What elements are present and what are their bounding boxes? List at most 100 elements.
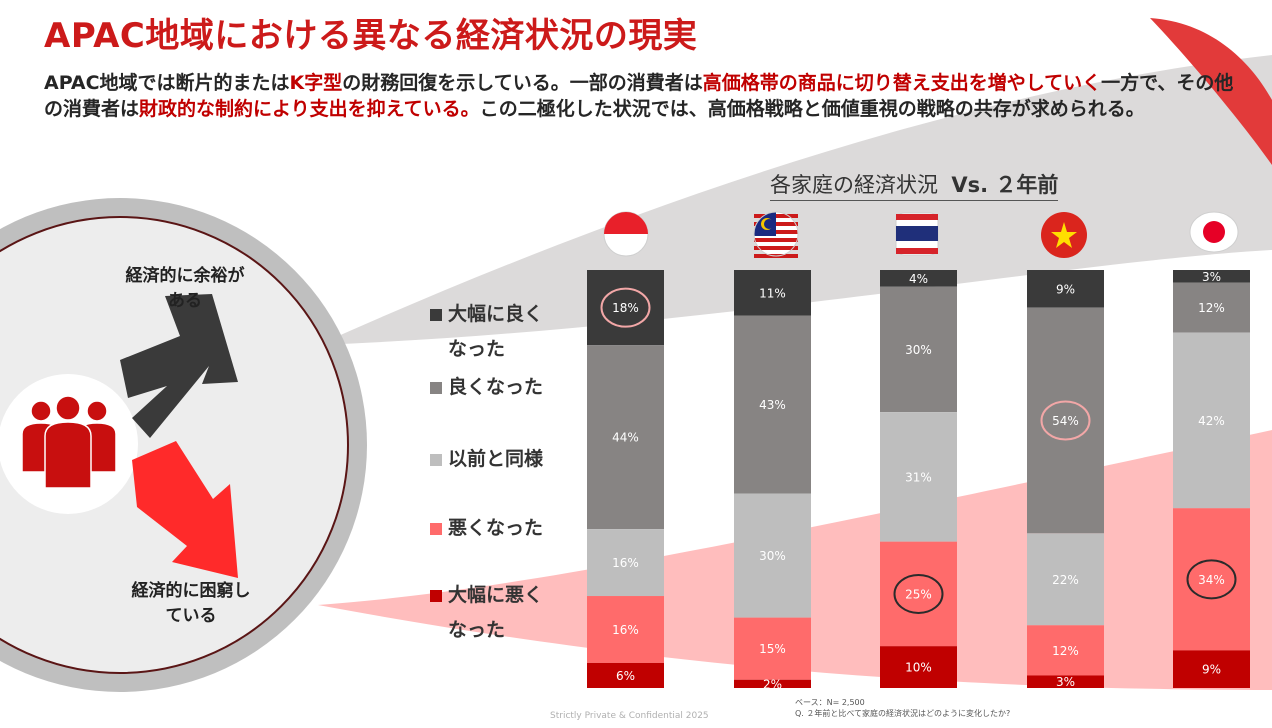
bar-value-label: 54% xyxy=(1052,414,1079,428)
flag-vietnam-icon xyxy=(1041,212,1087,258)
bar-value-label: 16% xyxy=(612,623,639,637)
page-subtitle: APAC地域では断片的またはK字型の財務回復を示している。一部の消費者は高価格帯… xyxy=(44,70,1234,122)
legend-label: 悪くなった xyxy=(448,517,544,539)
bar-value-label: 34% xyxy=(1198,573,1225,587)
bar-value-label: 22% xyxy=(1052,573,1079,587)
subtitle-part: 一方で、その他の消費者は xyxy=(44,72,1234,120)
bar-segment-better xyxy=(1027,307,1104,534)
page-title: APAC地域における異なる経済状況の現実 xyxy=(44,16,698,56)
legend-label: 良くなった xyxy=(448,376,544,398)
better-off-label-line2: ある xyxy=(168,291,202,311)
up-arrow-icon xyxy=(120,294,238,438)
footnote-base: ベース：N= 2,500 xyxy=(795,698,865,707)
bar-value-label: 43% xyxy=(759,398,786,412)
legend-item-better: 良くなった xyxy=(430,370,580,405)
subtitle-highlight: K字型 xyxy=(289,72,343,94)
bar-segment-much-worse xyxy=(880,646,957,688)
bar-value-label: 4% xyxy=(909,272,928,286)
bar-segment-worse xyxy=(587,596,664,663)
chart-title-vs: Vs. ２年前 xyxy=(951,173,1059,197)
bar-segment-much-worse xyxy=(1173,650,1250,688)
bar-value-label: 11% xyxy=(759,286,786,300)
subtitle-part: APAC地域では断片的または xyxy=(44,72,290,94)
bar-value-label: 3% xyxy=(1202,270,1221,284)
subtitle-part: この二極化した状況では、高価格戦略と価値重視の戦略の共存が求められる。 xyxy=(479,98,1145,120)
bar-segment-much-better xyxy=(734,270,811,316)
bar-value-label: 2% xyxy=(763,677,782,691)
subtitle-highlight: 高価格帯の商品に切り替え支出を増やしていく xyxy=(702,72,1102,94)
legend-label-line2: なった xyxy=(448,619,506,641)
bar-value-label: 42% xyxy=(1198,414,1225,428)
highlight-circle xyxy=(1040,400,1091,441)
flag-malaysia-icon xyxy=(753,211,799,258)
struggling-label: 経済的に困窮し ている xyxy=(116,579,266,629)
subtitle-part: の財務回復を示している。一部の消費者は xyxy=(342,72,703,94)
bar-value-label: 15% xyxy=(759,642,786,656)
struggling-label-line1: 経済的に困窮し xyxy=(131,581,251,601)
bar-segment-better xyxy=(880,286,957,413)
bar-segment-better xyxy=(734,315,811,494)
bar-value-label: 9% xyxy=(1056,282,1075,296)
legend-item-much-better: 大幅に良く なった xyxy=(430,297,580,367)
flag-indonesia-icon xyxy=(603,211,649,257)
legend-swatch xyxy=(430,590,442,602)
legend-item-worse: 悪くなった xyxy=(430,511,580,546)
legend-swatch xyxy=(430,309,442,321)
bar-value-label: 12% xyxy=(1052,644,1079,658)
legend-label: 大幅に悪く xyxy=(448,584,544,606)
bar-value-label: 44% xyxy=(612,431,639,445)
people-group-icon xyxy=(21,395,117,489)
bar-segment-same xyxy=(1173,332,1250,509)
stacked-bars: 18% 44% 16% 16% 6% 11% 43% 30% 15% 2% 4% 30% 31% 25% 1… xyxy=(587,270,1250,691)
highlight-circle xyxy=(893,573,944,614)
bar-segment-worse xyxy=(734,617,811,680)
bar-value-label: 3% xyxy=(1056,675,1075,689)
subtitle-highlight: 財政的な制約により支出を抑えている。 xyxy=(139,98,480,120)
chart-title: 各家庭の経済状況 Vs. ２年前 xyxy=(770,169,1059,201)
legend-swatch xyxy=(430,454,442,466)
bar-segment-better xyxy=(587,345,664,530)
bar-value-label: 10% xyxy=(905,661,932,675)
bar-segment-much-worse xyxy=(587,662,664,688)
bar-value-label: 6% xyxy=(616,669,635,683)
bar-segment-much-better xyxy=(1027,270,1104,308)
legend-item-much-worse: 大幅に悪く なった xyxy=(430,578,580,648)
flag-thailand-icon xyxy=(895,212,939,256)
bar-value-label: 9% xyxy=(1202,663,1221,677)
bar-segment-much-better xyxy=(880,270,957,287)
bar-segment-much-better xyxy=(587,270,664,346)
legend-item-same: 以前と同様 xyxy=(430,442,580,477)
highlight-circle xyxy=(600,287,651,328)
better-off-label-line1: 経済的に余裕が xyxy=(125,266,245,286)
better-off-label: 経済的に余裕が ある xyxy=(110,264,260,314)
decorative-red-sweep xyxy=(1150,18,1272,165)
flag-japan-icon xyxy=(1189,211,1239,253)
legend-swatch xyxy=(430,523,442,535)
bar-segment-much-worse xyxy=(1027,675,1104,688)
bar-value-label: 31% xyxy=(905,470,932,484)
bar-segment-same xyxy=(1027,533,1104,626)
bar-value-label: 30% xyxy=(759,549,786,563)
bar-segment-much-better xyxy=(1173,270,1250,283)
legend-swatch xyxy=(430,382,442,394)
bar-value-label: 18% xyxy=(612,301,639,315)
down-arrow-icon xyxy=(132,441,238,578)
bar-segment-same xyxy=(734,493,811,618)
chart-title-main: 各家庭の経済状況 xyxy=(770,173,938,197)
footnote-question: Q. ２年前と比べて家庭の経済状況はどのように変化したか? xyxy=(795,709,1011,718)
bar-segment-much-worse xyxy=(734,679,811,688)
bar-value-label: 25% xyxy=(905,587,932,601)
bar-segment-same xyxy=(587,529,664,597)
bar-segment-better xyxy=(1173,282,1250,333)
bar-value-label: 30% xyxy=(905,343,932,357)
bar-segment-worse xyxy=(880,541,957,647)
highlight-circle xyxy=(1186,559,1237,600)
struggling-label-line2: ている xyxy=(165,606,217,626)
legend-label: 以前と同様 xyxy=(448,448,544,470)
bar-segment-worse xyxy=(1173,508,1250,651)
legend-label-line2: なった xyxy=(448,338,506,360)
bar-segment-same xyxy=(880,412,957,542)
legend-label: 大幅に良く xyxy=(448,303,544,325)
